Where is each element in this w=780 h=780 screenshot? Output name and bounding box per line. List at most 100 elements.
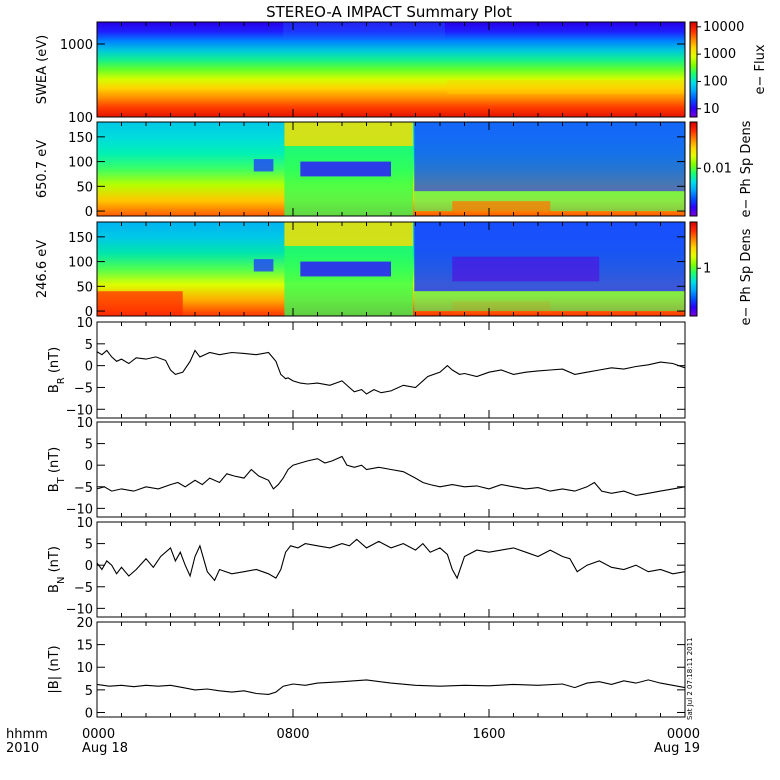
colorbar-tick-label: 10 bbox=[703, 102, 720, 117]
y-tick-label: 0 bbox=[85, 360, 93, 375]
colorbar-label: e− Ph Sp Dens bbox=[739, 120, 754, 217]
panel-frame bbox=[96, 521, 686, 618]
spectrogram-band bbox=[283, 22, 445, 40]
colorbar bbox=[689, 21, 698, 118]
y-tick-label: 100 bbox=[68, 256, 93, 271]
y-axis-label-subscript: T bbox=[56, 476, 67, 484]
time-tick-label: 0000 bbox=[667, 727, 700, 742]
spectrogram-region bbox=[253, 159, 274, 172]
y-tick-label: 0 bbox=[85, 459, 93, 474]
time-tick-label: 0000 bbox=[82, 727, 115, 742]
y-axis-label-main: SWEA (eV) bbox=[35, 35, 50, 104]
y-tick-label: 20 bbox=[76, 616, 93, 631]
y-axis-label-unit: (nT) bbox=[47, 347, 62, 377]
y-axis-label: BN (nT) bbox=[47, 546, 67, 593]
spectrogram-region bbox=[97, 291, 183, 316]
series-line-6 bbox=[97, 538, 685, 582]
y-axis-label: 246.6 eV bbox=[35, 240, 50, 298]
panel-frame bbox=[96, 621, 686, 718]
y-tick-label: 0 bbox=[85, 706, 93, 721]
spectrogram-region bbox=[284, 222, 414, 246]
y-axis-label-main: B bbox=[47, 483, 62, 492]
time-tick-label: 0800 bbox=[276, 727, 309, 742]
y-tick-label: 10 bbox=[76, 661, 93, 676]
y-axis-label-subscript: N bbox=[56, 577, 67, 584]
spectrogram-region bbox=[414, 122, 685, 192]
panel-4: −10 −5 0 5 10 BR (nT) bbox=[47, 316, 686, 419]
spectrogram-region bbox=[414, 291, 685, 312]
panel-7: 0 5 10 15 20 |B| (nT) bbox=[47, 616, 686, 721]
y-tick-label: −5 bbox=[74, 381, 93, 396]
y-tick-label: −5 bbox=[74, 581, 93, 596]
spectrogram-3 bbox=[97, 222, 685, 316]
spectrogram-region bbox=[300, 161, 391, 177]
time-axis-row1-label: hhmm bbox=[6, 727, 48, 742]
spectrogram-fill bbox=[97, 22, 685, 117]
date-tick-label: Aug 18 bbox=[82, 741, 128, 756]
y-tick-label: 5 bbox=[85, 538, 93, 553]
spectrogram-region bbox=[452, 301, 551, 314]
y-tick-label: −10 bbox=[66, 502, 93, 517]
y-axis-label-main: B bbox=[47, 384, 62, 393]
y-tick-label: 1000 bbox=[60, 38, 93, 53]
y-axis-label-subscript: R bbox=[56, 377, 67, 384]
y-tick-label: 5 bbox=[85, 438, 93, 453]
y-tick-label: 100 bbox=[68, 156, 93, 171]
y-tick-label: 0 bbox=[85, 305, 93, 320]
colorbar-label: e− Flux bbox=[753, 44, 768, 94]
y-tick-label: 150 bbox=[68, 131, 93, 146]
y-axis-label-main: |B| bbox=[47, 676, 62, 694]
colorbar bbox=[689, 121, 698, 217]
y-tick-label: 50 bbox=[76, 180, 93, 195]
spectrogram-1 bbox=[97, 22, 685, 117]
y-tick-label: 5 bbox=[85, 684, 93, 699]
y-tick-label: 150 bbox=[68, 231, 93, 246]
colorbar-tick-label: 1000 bbox=[703, 47, 736, 62]
colorbar-tick-label: 1 bbox=[703, 261, 711, 276]
y-axis-label-main: 650.7 eV bbox=[35, 140, 50, 198]
y-tick-label: −5 bbox=[74, 481, 93, 496]
y-axis-label: SWEA (eV) bbox=[35, 35, 50, 104]
y-tick-label: 10 bbox=[76, 316, 93, 331]
date-tick-label: Aug 19 bbox=[654, 741, 700, 756]
y-tick-label: 15 bbox=[76, 639, 93, 654]
y-tick-label: 10 bbox=[76, 416, 93, 431]
y-tick-label: 50 bbox=[76, 280, 93, 295]
y-axis-label-main: 246.6 eV bbox=[35, 240, 50, 298]
time-axis-row2-label: 2010 bbox=[6, 741, 39, 756]
spectrogram-region bbox=[452, 201, 551, 214]
spectrogram-region bbox=[253, 259, 274, 272]
y-axis-label: |B| (nT) bbox=[47, 645, 62, 693]
series-line-7 bbox=[97, 679, 685, 695]
spectrogram-region bbox=[284, 122, 414, 146]
y-axis-label-main: B bbox=[47, 584, 62, 593]
plot-title: STEREO-A IMPACT Summary Plot bbox=[266, 3, 512, 21]
y-axis-label: BT (nT) bbox=[47, 447, 67, 493]
panel-2: 0.01 e− Ph Sp Dens 0 50 100 150 650.7 eV bbox=[35, 120, 754, 220]
spectrogram-2 bbox=[97, 122, 685, 216]
colorbar-tick-label: 10000 bbox=[703, 20, 744, 35]
y-axis-label-unit: (nT) bbox=[47, 645, 62, 675]
panel-1: 10 100 1000 10000 e− Flux 100 1000 SWEA (eV) bbox=[35, 20, 768, 126]
generation-timestamp: Sat Jul 2 07:18:11 2011 bbox=[686, 637, 694, 720]
colorbar-tick-label: 100 bbox=[703, 74, 728, 89]
y-tick-label: −10 bbox=[66, 403, 93, 418]
panel-3: 1 e− Ph Sp Dens 0 50 100 150 246.6 eV bbox=[35, 221, 754, 325]
y-axis-label: BR (nT) bbox=[47, 347, 67, 393]
y-tick-label: 0 bbox=[85, 205, 93, 220]
time-tick-label: 1600 bbox=[472, 727, 505, 742]
y-axis-label-unit: (nT) bbox=[47, 447, 62, 477]
y-tick-label: 100 bbox=[68, 111, 93, 126]
spectrogram-region bbox=[300, 261, 391, 277]
y-tick-label: 10 bbox=[76, 516, 93, 531]
series-line-5 bbox=[97, 455, 685, 496]
y-axis-label-unit: (nT) bbox=[47, 546, 62, 576]
y-axis-label: 650.7 eV bbox=[35, 140, 50, 198]
y-tick-label: 5 bbox=[85, 338, 93, 353]
colorbar-tick-label: 0.01 bbox=[703, 161, 732, 176]
colorbar-label: e− Ph Sp Dens bbox=[739, 228, 754, 325]
